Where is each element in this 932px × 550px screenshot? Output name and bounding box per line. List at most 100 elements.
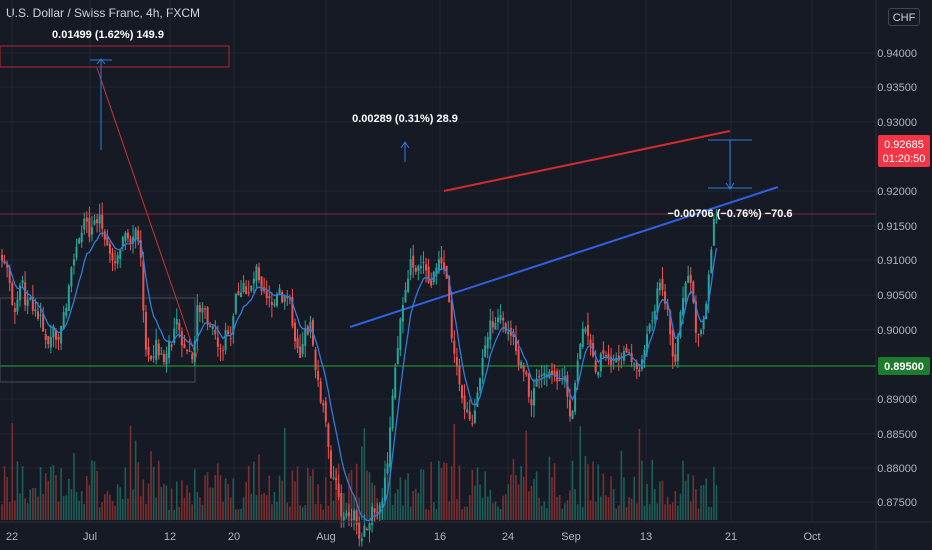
volume-bar <box>29 489 32 520</box>
currency-button[interactable]: CHF <box>888 8 920 26</box>
volume-bar <box>229 497 232 520</box>
candle-body <box>255 266 258 281</box>
volume-bar <box>468 495 471 520</box>
candle-body <box>126 232 129 239</box>
trendlines <box>349 130 779 328</box>
volume-bar <box>492 503 494 520</box>
candle-body <box>584 328 587 332</box>
zone-box-top <box>0 45 230 68</box>
volume-bar <box>222 501 224 520</box>
candle-body <box>553 371 556 375</box>
x-tick-label: 20 <box>228 531 240 543</box>
candle-body <box>296 337 299 349</box>
volume-bar <box>327 505 330 520</box>
volume-bar <box>715 485 718 520</box>
volume-bar <box>610 476 612 520</box>
candle-body <box>350 519 353 521</box>
volume-bar <box>507 484 510 520</box>
candle-body <box>139 240 142 258</box>
volume-bar <box>250 493 253 520</box>
volume-bar <box>556 497 558 520</box>
resistance-trendline <box>443 130 731 192</box>
volume-bar <box>445 463 448 520</box>
volume-bar <box>630 498 633 520</box>
candle-body <box>116 255 119 264</box>
candle-body <box>391 395 394 429</box>
volume-bar <box>286 502 289 520</box>
volume-bar <box>291 470 294 520</box>
candle-body <box>363 526 366 537</box>
volume-bar <box>193 469 196 520</box>
volume-bar <box>417 492 420 520</box>
volume-bar <box>16 461 19 520</box>
volume-bar <box>211 487 214 520</box>
volume-bar <box>70 489 73 520</box>
candle-body <box>88 217 91 237</box>
volume-bar <box>402 505 404 520</box>
candle-body <box>376 511 379 513</box>
candle-body <box>42 313 45 332</box>
volume-bar <box>535 471 538 520</box>
volume-bar <box>692 475 695 520</box>
volume-bar <box>314 504 317 520</box>
volume-bar <box>307 467 309 520</box>
volume-bar <box>394 493 397 520</box>
volume-bar <box>91 460 93 520</box>
candle-body <box>309 321 312 332</box>
volume-bar <box>651 459 654 520</box>
volume-bar <box>409 506 412 520</box>
volume-bar <box>181 480 183 520</box>
candle-body <box>124 232 127 241</box>
candle-body <box>499 314 502 321</box>
volume-bar <box>119 487 122 520</box>
candle-body <box>371 506 374 525</box>
level-badge-value: 0.89500 <box>884 361 924 373</box>
volume-bar <box>201 504 204 520</box>
volume-bar <box>399 477 402 520</box>
candle-body <box>671 330 674 357</box>
candle-body <box>550 370 553 375</box>
candle-body <box>422 261 425 263</box>
candle-body <box>224 330 227 351</box>
volume-bar <box>684 480 687 520</box>
candle-body <box>258 267 260 281</box>
level-badge <box>878 357 930 375</box>
volume-bar <box>638 429 641 520</box>
candle-body <box>65 307 68 316</box>
candle-body <box>260 276 263 292</box>
volume-bar <box>607 496 610 520</box>
volume-bar <box>530 485 533 520</box>
volume-bar <box>422 469 425 520</box>
candle-body <box>715 218 718 220</box>
candle-body <box>471 423 474 425</box>
volume-bar <box>671 502 674 520</box>
candle-body <box>574 382 577 412</box>
candle-body <box>186 349 189 351</box>
candle-body <box>219 348 222 350</box>
volume-bar <box>96 470 98 520</box>
volume-bar <box>579 426 582 520</box>
volume-bar <box>80 491 83 520</box>
volume-bar <box>427 509 430 520</box>
candle-body <box>90 227 93 235</box>
volume-bar <box>414 488 417 520</box>
candle-body <box>579 344 582 359</box>
volume-bar <box>34 488 37 520</box>
candle-body <box>250 285 253 291</box>
volume-bar <box>520 465 522 520</box>
candle-body <box>114 261 117 264</box>
candle-body <box>412 255 415 268</box>
volume-bar <box>237 509 240 520</box>
volume-bar <box>620 450 623 520</box>
candle-body <box>494 323 497 330</box>
candle-body <box>443 262 446 269</box>
candle-body <box>617 355 620 361</box>
candle-body <box>299 346 302 358</box>
candle-body <box>275 293 278 306</box>
candle-body <box>314 349 317 371</box>
candle-body <box>301 344 304 354</box>
volume-bar <box>571 460 574 520</box>
price-axis: 0.94000 0.93500 0.93000 0.92000 0.91500 0.910… <box>875 0 917 550</box>
